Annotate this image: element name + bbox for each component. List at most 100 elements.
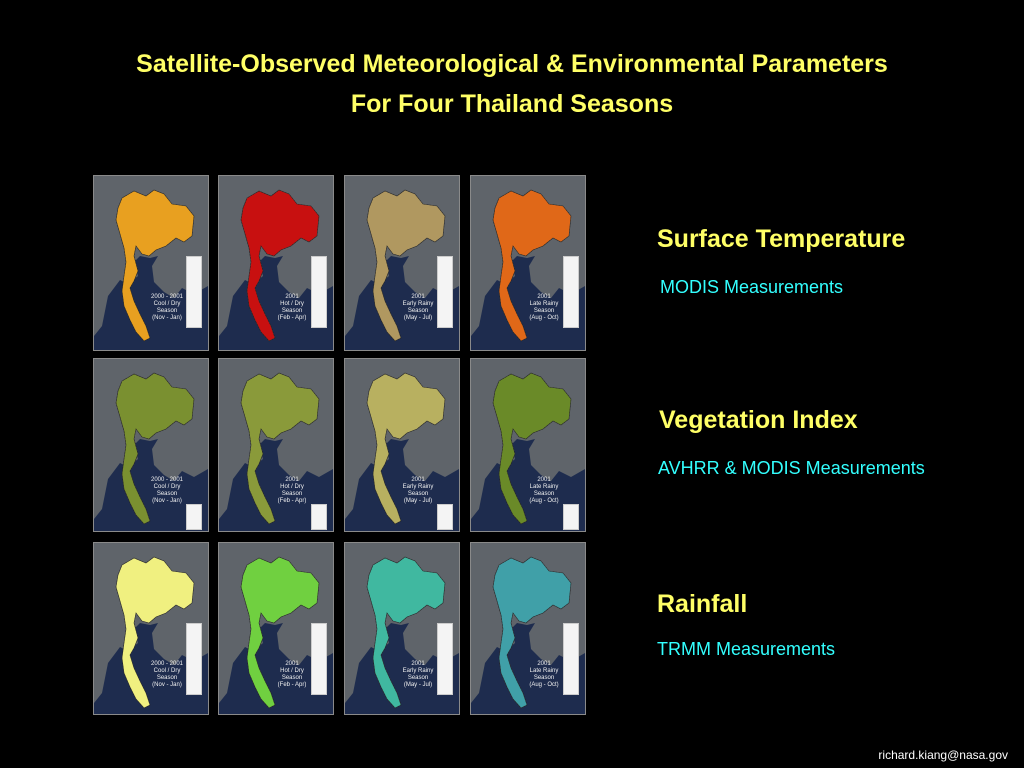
season-caption-name2: Season	[533, 308, 555, 314]
season-caption: 2001 Early Rainy Season (May - Jul)	[389, 661, 447, 689]
season-caption-year: 2000 - 2001	[150, 661, 184, 667]
thailand-map-image	[219, 359, 333, 531]
season-caption-name2: Season	[407, 675, 429, 681]
season-caption-year: 2001	[285, 661, 299, 667]
temperature-map-2: 2001 Hot / Dry Season (Feb - Apr)	[218, 175, 334, 351]
season-caption-year: 2000 - 2001	[150, 477, 184, 483]
season-caption: 2001 Late Rainy Season (Aug - Oct)	[515, 477, 573, 505]
season-caption-name2: Season	[156, 675, 178, 681]
season-caption-months: (Aug - Oct)	[529, 498, 559, 504]
season-caption-name1: Late Rainy	[529, 668, 559, 674]
vegetation-index-title: Vegetation Index	[659, 406, 858, 434]
temperature-map-3: 2001 Early Rainy Season (May - Jul)	[344, 175, 460, 351]
season-caption-name2: Season	[407, 491, 429, 497]
season-caption-months: (May - Jul)	[403, 682, 433, 688]
footer-email: richard.kiang@nasa.gov	[878, 748, 1008, 762]
season-caption-name2: Season	[156, 491, 178, 497]
season-caption-name1: Hot / Dry	[280, 668, 304, 674]
season-caption-name1: Cool / Dry	[153, 668, 181, 674]
slide-title: Satellite-Observed Meteorological & Envi…	[0, 44, 1024, 124]
map-grid: 2000 - 2001 Cool / Dry Season (Nov - Jan) 20…	[93, 175, 588, 715]
season-caption-year: 2000 - 2001	[150, 294, 184, 300]
rainfall-map-3: 2001 Early Rainy Season (May - Jul)	[344, 542, 460, 715]
season-caption: 2000 - 2001 Cool / Dry Season (Nov - Jan)	[138, 477, 196, 505]
map-legend	[186, 504, 202, 530]
temperature-map-1: 2000 - 2001 Cool / Dry Season (Nov - Jan)	[93, 175, 209, 351]
map-legend	[186, 256, 202, 328]
season-caption-name2: Season	[281, 308, 303, 314]
season-caption-name1: Late Rainy	[529, 484, 559, 490]
map-legend	[563, 623, 579, 695]
season-caption: 2001 Late Rainy Season (Aug - Oct)	[515, 661, 573, 689]
season-caption-year: 2001	[411, 294, 425, 300]
season-caption: 2001 Hot / Dry Season (Feb - Apr)	[263, 661, 321, 689]
temperature-map-4: 2001 Late Rainy Season (Aug - Oct)	[470, 175, 586, 351]
season-caption-name1: Hot / Dry	[280, 484, 304, 490]
season-caption-year: 2001	[411, 661, 425, 667]
rainfall-map-1: 2000 - 2001 Cool / Dry Season (Nov - Jan)	[93, 542, 209, 715]
thailand-map-image	[471, 359, 585, 531]
season-caption-name2: Season	[407, 308, 429, 314]
season-caption-months: (Feb - Apr)	[277, 498, 307, 504]
season-caption-name1: Cool / Dry	[153, 484, 181, 490]
map-legend	[311, 623, 327, 695]
map-legend	[437, 504, 453, 530]
season-caption-name1: Late Rainy	[529, 301, 559, 307]
rainfall-map-4: 2001 Late Rainy Season (Aug - Oct)	[470, 542, 586, 715]
season-caption: 2001 Early Rainy Season (May - Jul)	[389, 477, 447, 505]
title-line-1: Satellite-Observed Meteorological & Envi…	[136, 50, 888, 78]
season-caption-year: 2001	[285, 294, 299, 300]
season-caption-name1: Hot / Dry	[280, 301, 304, 307]
map-legend	[563, 256, 579, 328]
season-caption-months: (Feb - Apr)	[277, 682, 307, 688]
title-line-2: For Four Thailand Seasons	[350, 90, 674, 118]
season-caption-name2: Season	[156, 308, 178, 314]
season-caption: 2001 Late Rainy Season (Aug - Oct)	[515, 294, 573, 322]
season-caption-months: (Aug - Oct)	[529, 315, 559, 321]
rainfall-subtitle: TRMM Measurements	[657, 639, 836, 659]
season-caption-months: (Nov - Jan)	[152, 498, 182, 504]
rainfall-map-2: 2001 Hot / Dry Season (Feb - Apr)	[218, 542, 334, 715]
vegetation-map-3: 2001 Early Rainy Season (May - Jul)	[344, 358, 460, 532]
surface-temperature-subtitle: MODIS Measurements	[660, 277, 844, 297]
season-caption-year: 2001	[537, 661, 551, 667]
vegetation-map-1: 2000 - 2001 Cool / Dry Season (Nov - Jan)	[93, 358, 209, 532]
map-legend	[563, 504, 579, 530]
season-caption: 2001 Hot / Dry Season (Feb - Apr)	[263, 477, 321, 505]
season-caption-name2: Season	[281, 675, 303, 681]
season-caption-months: (Aug - Oct)	[529, 682, 559, 688]
season-caption: 2001 Hot / Dry Season (Feb - Apr)	[263, 294, 321, 322]
season-caption-name2: Season	[281, 491, 303, 497]
season-caption-months: (Nov - Jan)	[152, 315, 182, 321]
season-caption-name2: Season	[533, 491, 555, 497]
season-caption: 2000 - 2001 Cool / Dry Season (Nov - Jan)	[138, 661, 196, 689]
vegetation-index-subtitle: AVHRR & MODIS Measurements	[658, 458, 925, 478]
map-legend	[186, 623, 202, 695]
surface-temperature-title: Surface Temperature	[657, 225, 906, 253]
thailand-map-image	[345, 359, 459, 531]
season-caption: 2000 - 2001 Cool / Dry Season (Nov - Jan)	[138, 294, 196, 322]
season-caption-name1: Early Rainy	[402, 668, 434, 674]
season-caption-months: (May - Jul)	[403, 498, 433, 504]
season-caption: 2001 Early Rainy Season (May - Jul)	[389, 294, 447, 322]
vegetation-map-2: 2001 Hot / Dry Season (Feb - Apr)	[218, 358, 334, 532]
season-caption-name2: Season	[533, 675, 555, 681]
map-legend	[437, 256, 453, 328]
season-caption-year: 2001	[285, 477, 299, 483]
season-caption-months: (Feb - Apr)	[277, 315, 307, 321]
thailand-map-image	[94, 176, 208, 350]
season-caption-year: 2001	[537, 294, 551, 300]
season-caption-name1: Cool / Dry	[153, 301, 181, 307]
season-caption-months: (Nov - Jan)	[152, 682, 182, 688]
vegetation-map-4: 2001 Late Rainy Season (Aug - Oct)	[470, 358, 586, 532]
map-legend	[437, 623, 453, 695]
rainfall-title: Rainfall	[657, 590, 748, 618]
map-legend	[311, 256, 327, 328]
season-caption-name1: Early Rainy	[402, 484, 434, 490]
map-legend	[311, 504, 327, 530]
season-caption-name1: Early Rainy	[402, 301, 434, 307]
season-caption-year: 2001	[411, 477, 425, 483]
season-caption-year: 2001	[537, 477, 551, 483]
season-caption-months: (May - Jul)	[403, 315, 433, 321]
thailand-map-image	[94, 359, 208, 531]
